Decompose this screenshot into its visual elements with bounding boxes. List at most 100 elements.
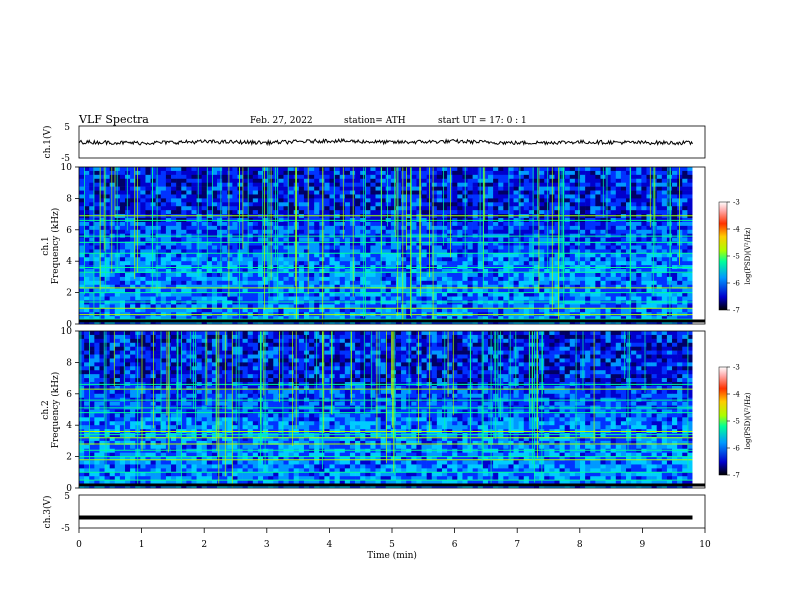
spectrogram-cell	[508, 241, 514, 246]
spectrogram-cell	[656, 292, 663, 297]
spectrogram-cell	[518, 261, 525, 266]
spectrogram-cell	[447, 269, 453, 274]
spectrogram-cell	[416, 304, 422, 309]
spectrogram-cell	[631, 300, 637, 305]
spectrogram-cell	[513, 237, 519, 242]
spectrogram-cell	[610, 190, 617, 195]
spectrogram-cell	[534, 194, 540, 199]
spectrogram-cell	[421, 186, 427, 191]
spectrogram-cell	[273, 229, 279, 235]
spectrogram-cell	[201, 170, 208, 176]
spectrogram-cell	[125, 178, 131, 183]
spectrogram-cell	[534, 221, 540, 227]
spectrogram-cell	[222, 206, 228, 211]
spectrogram-cell	[319, 170, 325, 176]
spectrogram-cell	[298, 225, 305, 231]
spectrogram-cell	[227, 253, 233, 258]
spectrogram-cell	[672, 284, 678, 289]
spectrogram-cell	[539, 292, 545, 297]
spectrogram-cell	[539, 304, 545, 309]
spectrogram-cell	[411, 316, 417, 321]
spectrogram-cell	[222, 257, 228, 262]
spectrogram-cell	[687, 210, 693, 215]
spectrogram-cell	[544, 276, 550, 282]
spectrogram-cell	[319, 237, 325, 242]
spectrogram-cell	[626, 257, 632, 262]
spectrogram-cell	[385, 308, 392, 313]
spectrogram-cell	[595, 308, 601, 313]
spectrogram-cell	[160, 214, 167, 219]
spectrogram-cell	[84, 190, 90, 195]
spectrogram-cell	[171, 296, 177, 301]
spectrogram-cell	[672, 269, 678, 274]
spectrogram-cell	[339, 296, 346, 301]
spectrogram-cell	[314, 261, 320, 266]
spectrogram-cell	[447, 300, 453, 305]
spectrogram-cell	[360, 198, 366, 203]
spectrogram-cell	[344, 261, 351, 266]
spectrogram-cell	[119, 276, 126, 282]
spectrogram-cell	[534, 229, 540, 235]
spectrogram-cell	[554, 257, 560, 262]
spectrogram-cell	[498, 316, 504, 321]
spectrogram-cell	[227, 288, 233, 293]
spectrogram-cell	[145, 182, 151, 187]
spectrogram-cell	[355, 296, 361, 301]
spectrogram-cell	[626, 253, 632, 258]
spectrogram-cell	[176, 174, 182, 180]
spectrogram-cell	[222, 237, 228, 242]
spectrogram-cell	[661, 194, 668, 199]
spectrogram-cell	[534, 249, 540, 254]
spectrogram-cell	[125, 237, 131, 242]
spectrogram-cell	[135, 272, 141, 278]
spectrogram-cell	[181, 304, 187, 309]
spectrogram-cell	[339, 229, 346, 235]
spectrogram-cell	[181, 296, 187, 301]
spectrogram-cell	[298, 182, 305, 187]
spectrogram-cell	[605, 214, 611, 219]
spectrogram-cell	[181, 225, 187, 231]
spectrogram-cell	[620, 245, 627, 250]
spectrogram-cell	[319, 198, 325, 203]
spectrogram-cell	[554, 190, 560, 195]
spectrogram-cell	[237, 198, 243, 203]
spectrogram-cell	[610, 288, 617, 293]
ch1-frame	[78, 125, 706, 159]
spectrogram-cell	[421, 221, 427, 227]
spectrogram-cell	[84, 280, 90, 286]
spectrogram-cell	[365, 296, 371, 301]
spectrogram-cell	[385, 221, 392, 227]
spectrogram-cell	[130, 214, 136, 219]
spectrogram-cell	[380, 280, 387, 286]
spectrogram-cell	[687, 182, 693, 187]
spectrogram-cell	[217, 249, 223, 254]
spectrogram-cell	[477, 300, 484, 305]
spectrogram-cell	[528, 190, 535, 195]
spectrogram-cell	[329, 269, 335, 274]
spectrogram-cell	[610, 300, 617, 305]
spectrogram-cell	[130, 308, 136, 313]
spectrogram-cell	[482, 194, 489, 199]
spectrogram-cell	[421, 300, 427, 305]
spectrogram-cell	[89, 225, 95, 231]
spectrogram-cell	[232, 261, 238, 266]
spectrogram-cell	[503, 272, 509, 278]
spectrogram-cell	[375, 288, 381, 293]
spectrogram-cell	[365, 167, 371, 172]
spectrogram-cell	[457, 167, 463, 172]
spectrogram-cell	[564, 229, 571, 235]
spectrogram-cell	[79, 300, 85, 305]
spectrogram-cell	[441, 229, 448, 235]
spectrogram-cell	[140, 272, 146, 278]
spectrogram-cell	[283, 237, 289, 242]
spectrogram-cell	[303, 178, 310, 183]
spectrogram-cell	[94, 241, 100, 246]
spectrogram-cell	[631, 296, 637, 301]
spectrogram-cell	[119, 178, 126, 183]
spectrogram-cell	[534, 210, 540, 215]
spectrogram-cell	[651, 276, 657, 282]
spectrogram-cell	[585, 202, 591, 207]
spectrogram-cell	[288, 257, 295, 262]
spectrogram-cell	[441, 304, 448, 309]
spectrogram-cell	[252, 296, 259, 301]
